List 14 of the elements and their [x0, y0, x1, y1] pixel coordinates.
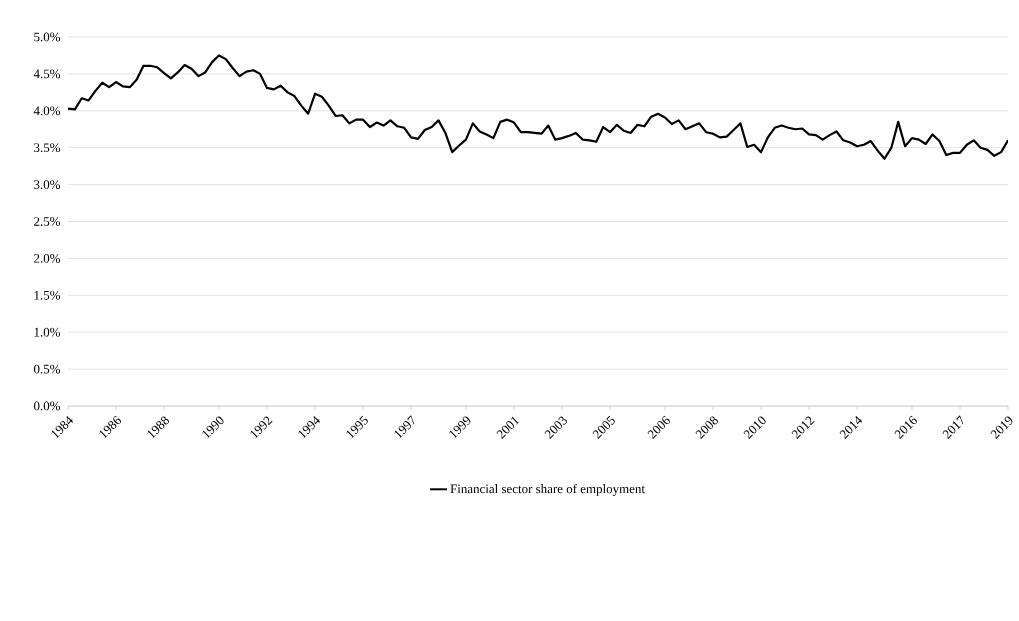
- legend-label: Financial sector share of employment: [450, 483, 645, 496]
- y-tick-label: 4.0%: [33, 106, 61, 116]
- line-series: [68, 54, 1009, 160]
- x-tick-label: 2001: [496, 416, 520, 439]
- y-tick-label: 0.0%: [34, 401, 61, 411]
- y-tick-label: 3.0%: [34, 180, 61, 189]
- y-tick-label: 3.5%: [34, 143, 61, 153]
- y-tick-label: 5.0%: [34, 32, 61, 42]
- y-tick-label: 1.5%: [34, 290, 61, 300]
- y-tick-label: 4.5%: [33, 69, 61, 79]
- y-tick-label: 2.5%: [34, 217, 61, 226]
- y-tick-label: 1.0%: [34, 327, 61, 337]
- y-tick-label: 2.0%: [34, 254, 61, 263]
- y-tick-label: 0.5%: [34, 364, 61, 374]
